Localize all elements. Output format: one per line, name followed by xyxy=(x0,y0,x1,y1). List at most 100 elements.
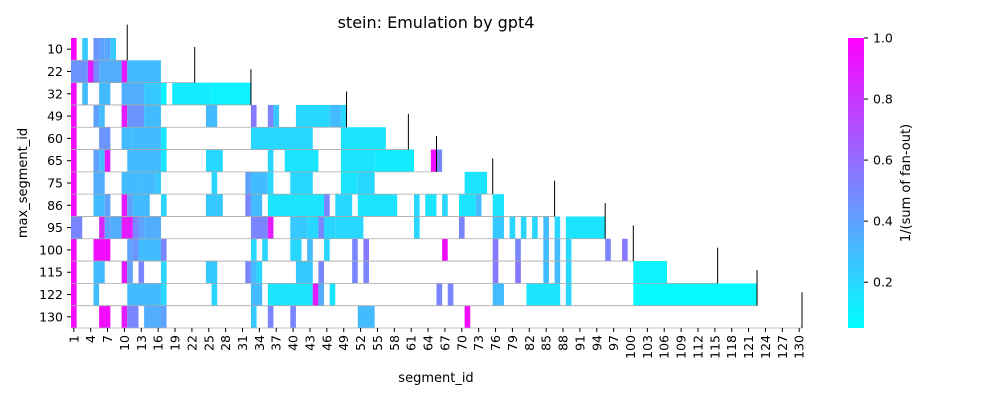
heatmap-cell xyxy=(324,194,330,217)
heatmap-cell xyxy=(414,216,420,239)
heatmap-cell xyxy=(144,82,161,105)
heatmap-cell xyxy=(267,171,274,195)
colorbar-tick-label: 1.0 xyxy=(873,31,893,46)
heatmap-cell xyxy=(250,216,268,239)
heatmap-cell xyxy=(205,261,218,284)
heatmap-cell xyxy=(211,82,251,105)
heatmap-cell xyxy=(475,194,482,217)
heatmap-cell xyxy=(160,283,167,306)
x-tick-label: 52 xyxy=(353,335,368,351)
heatmap-cell xyxy=(245,171,251,195)
heatmap-cell xyxy=(515,261,521,284)
heatmap-cell xyxy=(121,194,128,217)
colorbar-tick-label: 0.8 xyxy=(873,92,893,107)
heatmap-cell xyxy=(565,216,606,239)
heatmap-cell xyxy=(127,283,161,306)
x-tick-label: 109 xyxy=(674,335,689,359)
heatmap-cell xyxy=(312,283,319,306)
x-tick-label: 19 xyxy=(168,335,183,351)
heatmap-cell xyxy=(160,127,167,150)
heatmap-cell xyxy=(267,104,274,128)
heatmap-cell xyxy=(520,216,527,239)
heatmap-cell xyxy=(357,171,375,195)
heatmap-cell xyxy=(273,104,280,128)
x-tick-label: 79 xyxy=(505,335,520,351)
heatmap-cell xyxy=(93,238,111,262)
x-tick-label: 43 xyxy=(302,335,317,351)
x-tick-label: 49 xyxy=(336,335,351,351)
heatmap-cell xyxy=(436,283,443,306)
heatmap-cell xyxy=(121,104,128,128)
x-tick-label: 91 xyxy=(572,335,587,351)
heatmap-cell xyxy=(335,216,364,239)
x-tick-label: 127 xyxy=(775,335,790,359)
heatmap-cell xyxy=(318,283,325,306)
heatmap-cell xyxy=(250,127,313,150)
heatmap-cell xyxy=(442,238,448,262)
heatmap-cell xyxy=(82,38,88,61)
heatmap-cell xyxy=(71,238,77,262)
heatmap-cell xyxy=(71,283,77,306)
heatmap-cell xyxy=(138,216,145,239)
x-tick-label: 4 xyxy=(83,335,98,343)
heatmap-cell xyxy=(335,194,353,217)
heatmap-cell xyxy=(509,216,516,239)
heatmap-cell xyxy=(127,60,161,83)
colorbar-ticks: 0.2 0.4 0.6 0.8 1.0 xyxy=(864,31,893,290)
heatmap-cell xyxy=(565,261,572,284)
heatmap-cell xyxy=(71,82,77,105)
heatmap-cell xyxy=(250,261,257,284)
heatmap-cell xyxy=(132,216,139,239)
heatmap-cell xyxy=(352,261,358,284)
x-tick-label: 73 xyxy=(471,335,486,351)
colorbar-tick-label: 0.2 xyxy=(873,275,893,290)
heatmap-cell xyxy=(436,149,443,172)
x-tick-label: 115 xyxy=(707,335,722,359)
x-tick-label: 124 xyxy=(758,335,773,359)
heatmap-cell xyxy=(374,149,415,172)
x-tick-label: 85 xyxy=(539,335,554,351)
heatmap-cell xyxy=(71,216,83,239)
heatmap-cell xyxy=(329,283,336,306)
heatmap-cell xyxy=(99,149,105,172)
heatmap-cell xyxy=(492,238,499,262)
heatmap-cell xyxy=(290,216,308,239)
y-tick-label: 49 xyxy=(47,109,63,124)
x-tick-label: 37 xyxy=(269,335,284,351)
heatmap-cell xyxy=(290,238,302,262)
heatmap-cell xyxy=(104,38,111,61)
heatmap-cell xyxy=(565,238,572,262)
y-tick-label: 75 xyxy=(47,176,63,191)
heatmap-cell xyxy=(447,283,454,306)
x-tick-label: 31 xyxy=(235,335,250,351)
heatmap-cell xyxy=(138,238,161,262)
heatmap-cell xyxy=(290,171,313,195)
heatmap-cell xyxy=(430,149,437,172)
x-tick-label: 121 xyxy=(741,335,756,359)
heatmap-cell xyxy=(127,149,161,172)
heatmap-cell xyxy=(442,194,448,217)
heatmap-cell xyxy=(104,149,111,172)
y-tick-label: 65 xyxy=(47,153,63,168)
y-tick-label: 86 xyxy=(47,198,63,213)
x-tick-label: 34 xyxy=(252,335,267,351)
heatmap-cell xyxy=(267,194,325,217)
heatmap-cell xyxy=(290,305,296,328)
x-tick-label: 100 xyxy=(623,335,638,359)
heatmap-cell xyxy=(458,194,476,217)
heatmap-cell xyxy=(492,283,504,306)
heatmap-cell xyxy=(138,171,156,195)
heatmap-cell xyxy=(155,171,161,195)
heatmap-cell xyxy=(144,305,161,328)
heatmap-cell xyxy=(93,38,100,61)
x-tick-label: 22 xyxy=(184,335,199,351)
heatmap-cell xyxy=(121,305,128,328)
heatmap-cell xyxy=(93,60,100,83)
heatmap-cell xyxy=(205,194,223,217)
heatmap-cell xyxy=(71,305,77,328)
heatmap-cell xyxy=(363,261,370,284)
heatmap-cell xyxy=(464,305,471,328)
heatmap-cell xyxy=(256,261,263,284)
x-tick-label: 82 xyxy=(522,335,537,351)
heatmap-cell xyxy=(357,305,375,328)
